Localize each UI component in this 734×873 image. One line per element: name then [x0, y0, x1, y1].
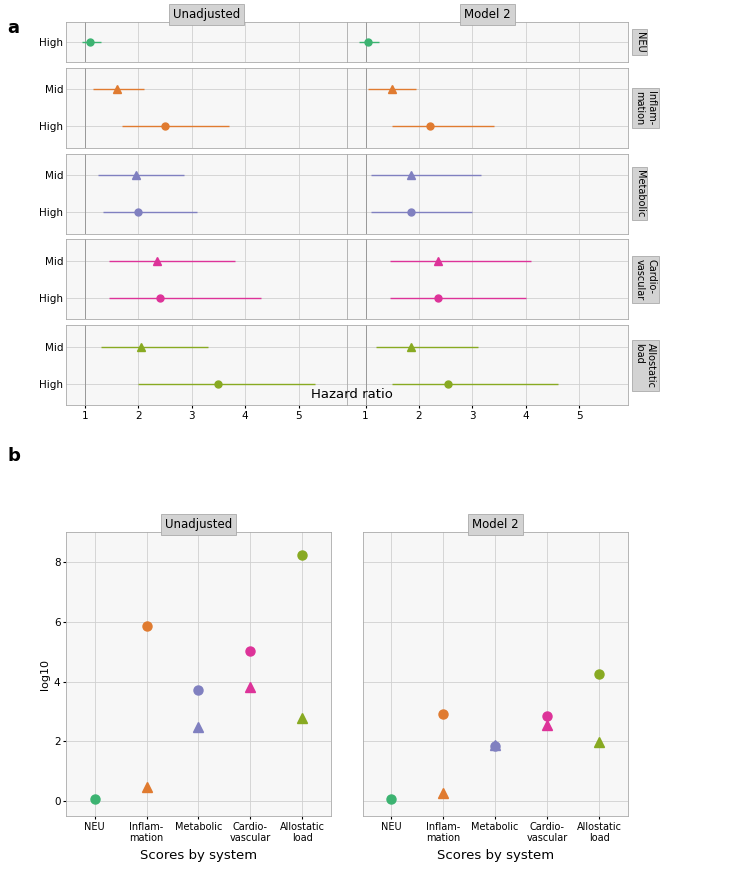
- Text: b: b: [7, 447, 21, 465]
- Title: Model 2: Model 2: [464, 8, 511, 21]
- Title: Unadjusted: Unadjusted: [165, 518, 232, 531]
- Text: Metabolic: Metabolic: [634, 170, 644, 217]
- Text: NEU: NEU: [634, 31, 644, 52]
- Text: Hazard ratio: Hazard ratio: [311, 388, 393, 402]
- Text: Cardio-
vascular: Cardio- vascular: [634, 258, 656, 300]
- Text: Inflam-
mation: Inflam- mation: [634, 91, 656, 125]
- Text: Allostatic
load: Allostatic load: [634, 343, 656, 388]
- X-axis label: Scores by system: Scores by system: [437, 849, 553, 862]
- Title: Model 2: Model 2: [472, 518, 518, 531]
- X-axis label: Scores by system: Scores by system: [140, 849, 257, 862]
- Text: a: a: [7, 19, 19, 38]
- Title: Unadjusted: Unadjusted: [172, 8, 240, 21]
- Y-axis label: log10: log10: [40, 659, 50, 690]
